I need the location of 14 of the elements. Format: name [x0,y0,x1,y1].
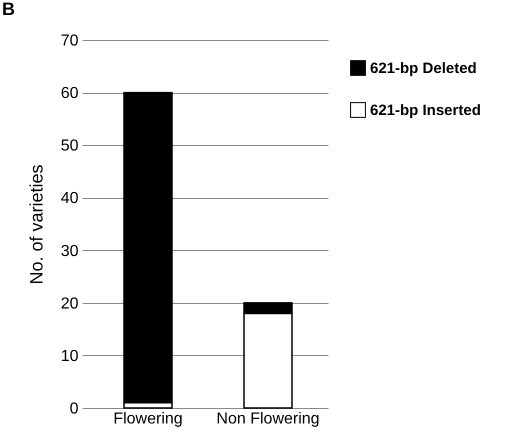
y-axis-title: No. of varieties [26,164,47,285]
text: B [2,0,15,19]
x-tick-label: Non Flowering [216,410,320,428]
legend-label: 621-bp Deleted [370,60,477,77]
y-tick-label: 30 [60,242,79,260]
x-tick-label: Flowering [113,410,183,428]
y-tick-label: 0 [70,400,79,418]
y-tick-label: 20 [60,295,79,312]
y-tick-label: 50 [60,138,79,155]
y-tick-label: 10 [60,348,79,365]
y-tick-label: 40 [60,190,79,208]
y-tick-label: 70 [60,32,79,50]
y-tick-label: 60 [60,85,79,102]
legend-label: 621-bp Inserted [370,102,481,119]
